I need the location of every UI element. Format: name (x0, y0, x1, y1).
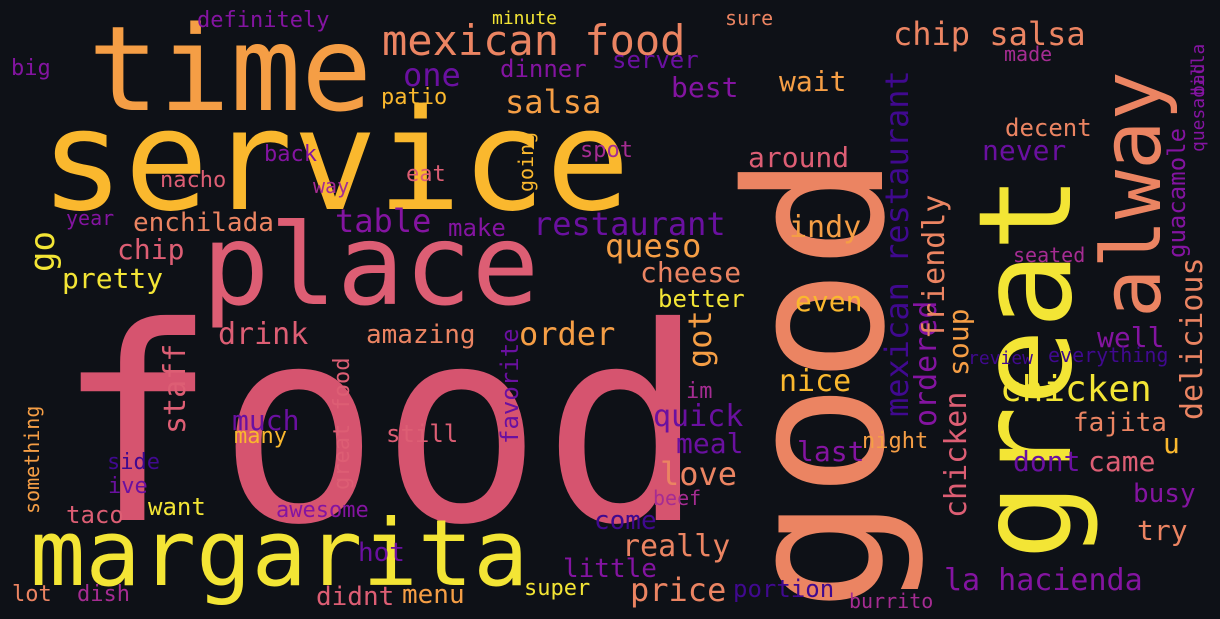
word-made: made (1004, 42, 1053, 66)
word-food: food (55, 269, 706, 584)
word-indy: indy (789, 210, 862, 245)
word-nacho: nacho (160, 168, 227, 193)
word-super: super (524, 576, 591, 601)
word-minute: minute (492, 8, 558, 29)
word-eat: eat (406, 162, 446, 187)
word-come: come (594, 506, 657, 536)
word-way: way (313, 174, 350, 198)
word-decent: decent (1005, 114, 1092, 142)
word-beef: beef (653, 486, 702, 510)
word-side: side (107, 450, 160, 475)
word-well: well (1097, 321, 1165, 354)
word-patio: patio (381, 85, 448, 110)
word-burrito: burrito (849, 589, 934, 613)
word-dish: dish (77, 582, 130, 607)
word-lot: lot (12, 582, 52, 607)
word-big: big (11, 56, 51, 81)
word-chicken-2: chicken (939, 391, 974, 518)
word-dinner: dinner (500, 55, 587, 83)
word-fajita: fajita (1073, 408, 1167, 438)
word-around: around (748, 141, 850, 174)
word-quesadilla: quesadilla (1188, 43, 1209, 152)
word-last: last (797, 435, 865, 468)
word-love: love (660, 455, 738, 493)
word-everything: everything (1048, 343, 1169, 367)
word-drink: drink (218, 317, 309, 352)
word-spot: spot (580, 138, 633, 163)
word-want: want (148, 493, 206, 521)
word-price: price (630, 571, 727, 609)
word-back: back (264, 142, 317, 167)
word-la-hacienda: la hacienda (944, 563, 1143, 598)
word-salsa: salsa (505, 83, 602, 121)
word-try: try (1137, 514, 1188, 547)
word-staff: staff (158, 343, 193, 434)
word-amazing: amazing (366, 320, 476, 350)
word-portion: portion (733, 575, 835, 603)
word-even: even (795, 285, 863, 318)
word-ive: ive (108, 474, 148, 499)
word-dont: dont (1013, 445, 1081, 478)
word-going: going (514, 131, 538, 192)
word-chip-salsa: chip salsa (893, 15, 1086, 53)
word-server: server (612, 46, 699, 74)
word-seated: seated (1013, 243, 1086, 267)
word-make: make (448, 214, 506, 242)
word-queso: queso (605, 227, 702, 265)
word-nice: nice (779, 364, 852, 399)
word-awesome: awesome (276, 498, 369, 523)
word-really: really (622, 529, 731, 564)
word-night: night (862, 429, 929, 454)
word-order: order (519, 315, 616, 353)
word-guacamole: guacamole (1163, 127, 1191, 258)
word-didnt: didnt (316, 582, 395, 612)
word-best: best (671, 71, 739, 104)
word-hot: hot (358, 538, 405, 568)
word-friendly: friendly (917, 194, 952, 340)
word-place: place (202, 201, 540, 331)
word-better: better (658, 285, 745, 313)
word-review: review (968, 348, 1034, 369)
word-came: came (1088, 445, 1156, 478)
word-year: year (66, 206, 115, 230)
word-one: one (403, 56, 461, 94)
word-busy: busy (1133, 479, 1196, 509)
word-u: u (1163, 427, 1180, 460)
word-favorite: favorite (496, 328, 524, 444)
word-enchilada: enchilada (133, 208, 274, 238)
word-something: something (20, 405, 44, 514)
word-quick: quick (653, 399, 744, 434)
word-im: im (686, 379, 713, 404)
word-got: got (681, 310, 719, 368)
word-wait: wait (779, 65, 847, 98)
word-table: table (335, 202, 432, 240)
word-time: time (88, 0, 373, 138)
word-little: little (563, 554, 657, 584)
word-mexican-food: mexican food (382, 16, 686, 65)
word-service: service (40, 80, 631, 243)
word-mexican-restaurant: mexican restaurant (878, 70, 916, 417)
word-meal: meal (676, 427, 744, 460)
word-pretty: pretty (62, 262, 164, 295)
word-go: go (23, 231, 63, 272)
word-great-food: great food (330, 357, 355, 490)
word-restaurant: restaurant (533, 205, 726, 243)
word-delicious: delicious (1175, 257, 1210, 420)
word-menu: menu (402, 580, 465, 610)
word-much: much (232, 404, 300, 437)
word-alway: alway (1085, 71, 1180, 318)
word-many: many (234, 424, 287, 449)
word-chicken: chicken (1000, 369, 1152, 410)
word-bad: bad (1188, 63, 1209, 96)
word-definitely: definitely (197, 8, 330, 33)
word-never: never (982, 134, 1067, 167)
word-still: still (386, 420, 459, 448)
word-chip: chip (117, 233, 185, 266)
word-cheese: cheese (640, 256, 742, 289)
word-taco: taco (66, 501, 124, 529)
word-sure: sure (725, 6, 774, 30)
word-margarita: margarita (30, 500, 529, 607)
